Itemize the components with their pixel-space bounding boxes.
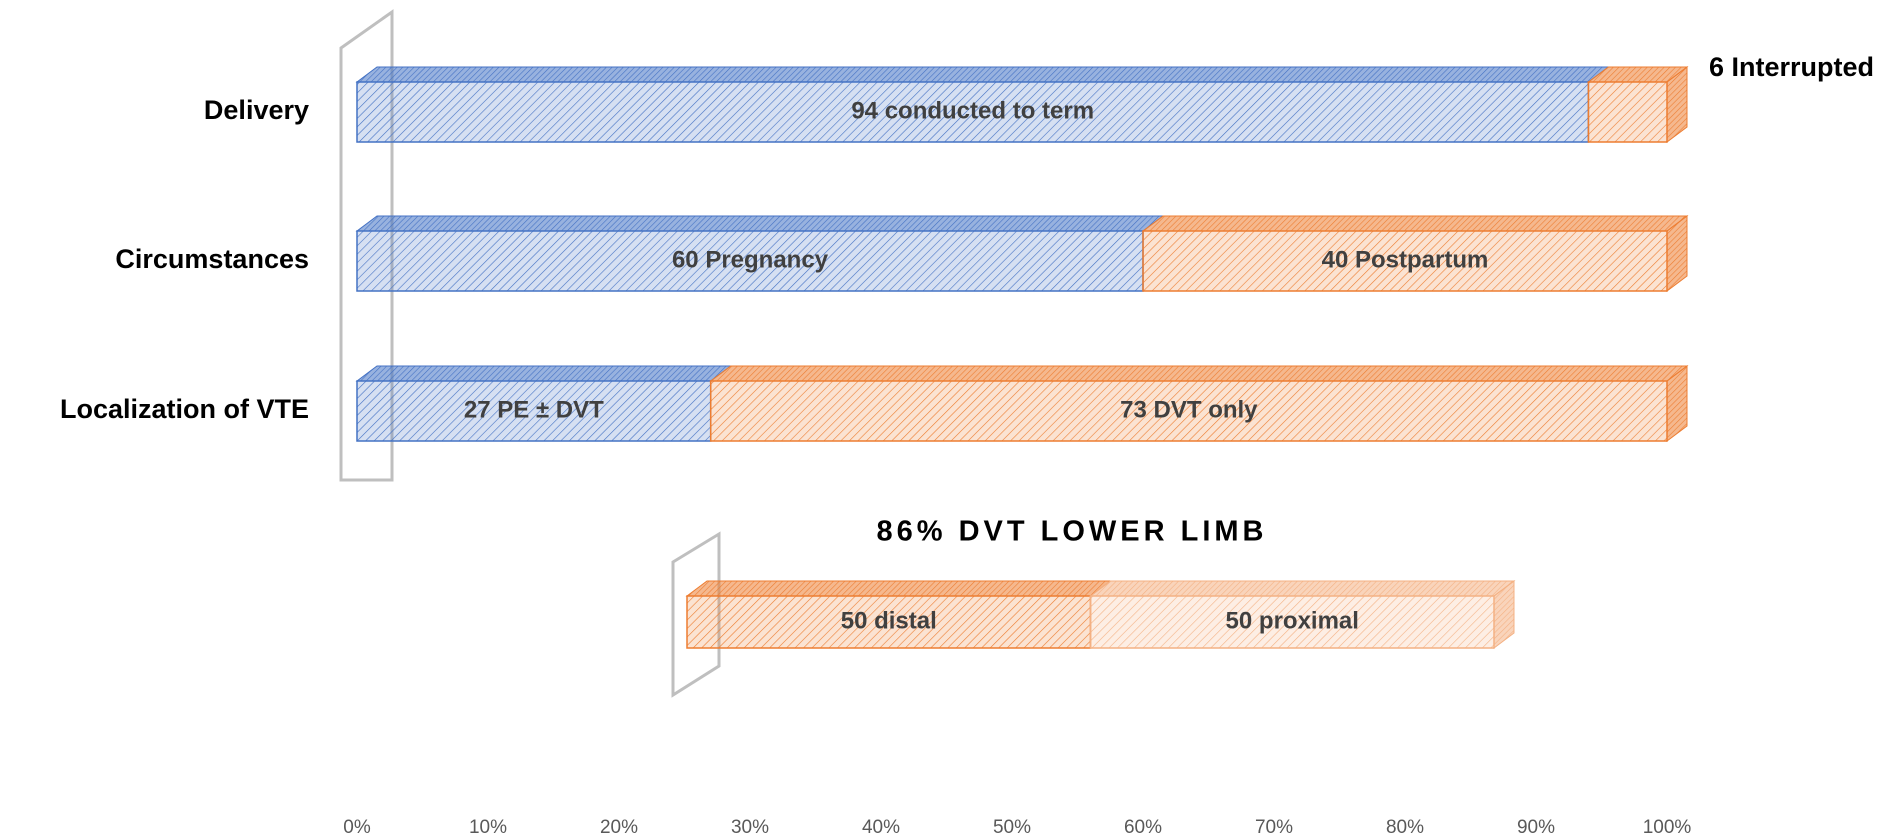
bar-side (1666, 215, 1688, 292)
data-label: 6 Interrupted (1709, 52, 1874, 82)
chart-title: 86% DVT LOWER LIMB (876, 516, 1267, 548)
bar-top (355, 215, 1165, 232)
bar-top (1089, 580, 1516, 597)
x-tick-label: 20% (600, 817, 638, 838)
back-wall (339, 9, 394, 482)
data-label: 60 Pregnancy (672, 246, 829, 273)
bar (1587, 81, 1668, 143)
bar (1142, 230, 1668, 292)
bar-top (355, 66, 1610, 83)
x-tick-label: 100% (1643, 817, 1692, 838)
bar (356, 380, 712, 442)
bar (356, 230, 1144, 292)
bar-top (709, 365, 1689, 382)
back-wall (671, 531, 721, 698)
data-label: 27 PE ± DVT (464, 396, 604, 423)
x-tick-label: 30% (731, 817, 769, 838)
bar-top (1141, 215, 1689, 232)
bar (709, 380, 1668, 442)
bar-top (355, 365, 733, 382)
bar-top (685, 580, 1112, 597)
x-tick-label: 70% (1255, 817, 1293, 838)
data-label: 94 conducted to term (851, 97, 1094, 124)
x-tick-label: 80% (1386, 817, 1424, 838)
x-tick-label: 50% (993, 817, 1031, 838)
category-label: Delivery (204, 95, 309, 125)
x-tick-label: 10% (469, 817, 507, 838)
x-tick-label: 40% (862, 817, 900, 838)
bar (356, 81, 1590, 143)
bar-side (1666, 66, 1688, 143)
category-label: Circumstances (115, 244, 309, 274)
x-tick-label: 60% (1124, 817, 1162, 838)
data-label: 50 proximal (1226, 607, 1359, 634)
data-label: 40 Postpartum (1322, 246, 1489, 273)
bar-side (1666, 365, 1688, 442)
category-label: Localization of VTE (60, 394, 309, 424)
data-label: 73 DVT only (1120, 396, 1258, 423)
x-tick-label: 0% (343, 817, 371, 838)
x-tick-label: 90% (1517, 817, 1555, 838)
data-label: 50 distal (841, 607, 937, 634)
bar-side (1493, 580, 1515, 649)
bar (1089, 595, 1495, 649)
